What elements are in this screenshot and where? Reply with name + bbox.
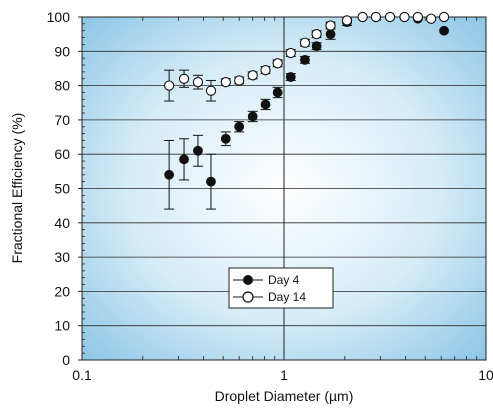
data-point <box>205 85 217 96</box>
data-point <box>425 13 437 24</box>
y-axis-title: Fractional Efficiency (%) <box>9 113 25 264</box>
y-tick-label: 90 <box>54 43 70 59</box>
y-tick-label: 0 <box>62 352 70 368</box>
y-axis-ticks <box>78 16 85 361</box>
legend-label-day4: Day 4 <box>268 273 300 287</box>
data-point <box>299 37 311 48</box>
data-point <box>220 133 231 144</box>
data-point <box>272 58 283 69</box>
x-axis-tick-labels: 0.1 1 10 <box>72 367 493 383</box>
y-tick-label: 100 <box>47 9 71 25</box>
data-point <box>164 169 175 180</box>
legend-marker-day14 <box>242 291 254 303</box>
y-tick-label: 30 <box>54 249 70 265</box>
data-point <box>220 77 231 88</box>
y-tick-label: 70 <box>54 112 70 128</box>
data-point <box>247 70 258 81</box>
data-point <box>325 29 336 40</box>
data-point <box>300 54 310 65</box>
y-axis-tick-labels: 0 10 20 30 40 50 60 70 80 90 100 <box>47 9 71 368</box>
x-tick-label: 0.1 <box>72 367 92 383</box>
data-point <box>412 11 424 23</box>
data-point <box>234 121 245 132</box>
data-point <box>234 75 245 86</box>
data-point <box>179 154 189 165</box>
legend-marker-day4 <box>243 275 253 285</box>
data-point <box>370 11 382 23</box>
data-point <box>399 11 410 23</box>
legend: Day 4 Day 14 <box>228 267 334 309</box>
data-point <box>311 29 322 40</box>
data-point <box>311 41 322 52</box>
data-point <box>178 73 190 84</box>
y-tick-label: 50 <box>54 181 70 197</box>
data-point <box>439 25 449 36</box>
y-tick-label: 80 <box>54 78 70 94</box>
data-point <box>325 20 336 31</box>
series-day-14 <box>163 11 450 102</box>
x-tick-label: 10 <box>478 367 493 383</box>
y-tick-label: 10 <box>54 318 70 334</box>
y-tick-label: 20 <box>54 283 70 299</box>
y-tick-label: 40 <box>54 215 70 231</box>
data-point <box>260 99 271 110</box>
data-point <box>260 65 271 76</box>
data-point <box>206 176 216 187</box>
data-point <box>285 47 296 59</box>
series-layer <box>163 11 450 210</box>
data-point <box>438 11 450 23</box>
data-point <box>285 72 296 82</box>
x-axis-title: Droplet Diameter (µm) <box>215 388 354 404</box>
data-point <box>193 145 203 156</box>
data-point <box>341 15 353 26</box>
data-point <box>247 111 258 122</box>
data-point <box>163 80 175 91</box>
data-point <box>192 77 204 88</box>
y-tick-label: 60 <box>54 146 70 162</box>
data-point <box>357 11 368 23</box>
x-tick-label: 1 <box>280 367 288 383</box>
legend-label-day14: Day 14 <box>268 290 306 304</box>
data-point <box>272 87 283 98</box>
data-point <box>384 11 396 23</box>
